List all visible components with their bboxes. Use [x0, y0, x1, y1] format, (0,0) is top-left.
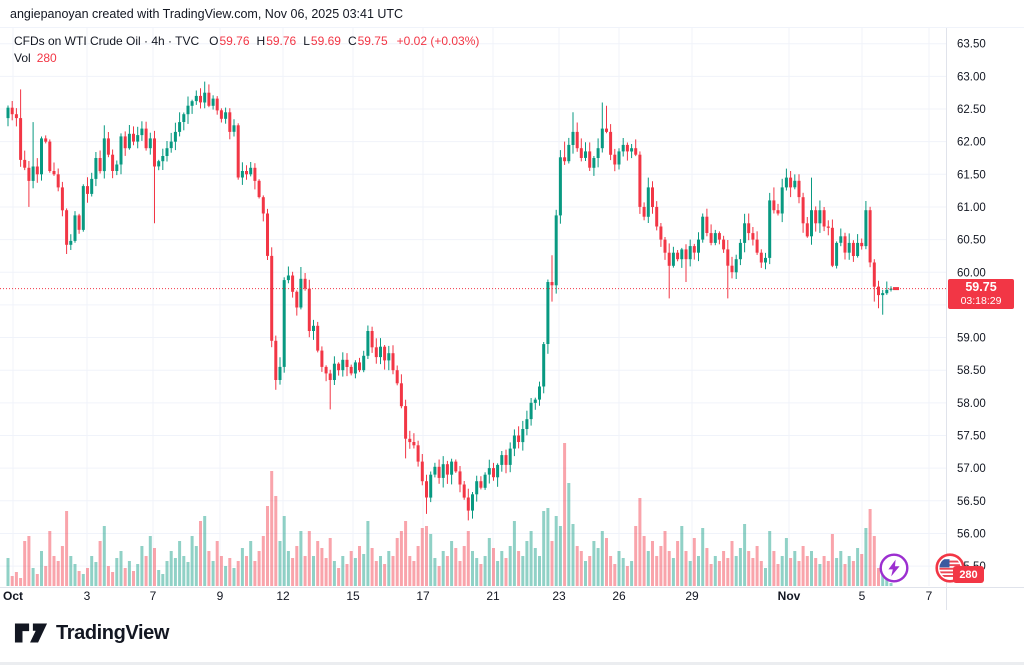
price-change: +0.02 (+0.03%)	[396, 34, 480, 48]
price-axis-label: 62.50	[957, 104, 986, 116]
tradingview-logo-text: TradingView	[56, 621, 170, 644]
tradingview-logo-mark	[14, 623, 48, 643]
time-axis-label: 29	[685, 589, 699, 603]
time-axis-label: 21	[486, 589, 500, 603]
attribution-text: angiepanoyan created with TradingView.co…	[10, 7, 404, 21]
price-axis-label: 63.00	[957, 71, 986, 83]
price-axis-label: 63.50	[957, 39, 986, 51]
time-axis-label: Oct	[3, 589, 23, 603]
price-axis-label: 59.00	[957, 333, 986, 345]
bottom-divider	[0, 662, 1024, 665]
ohlc-close: C59.75	[347, 34, 388, 48]
last-price-value: 59.75	[965, 280, 997, 294]
price-axis-label: 56.50	[957, 496, 986, 508]
price-axis-label: 56.00	[957, 529, 986, 541]
ohlc-open: O59.76	[209, 34, 250, 48]
price-axis-label: 61.00	[957, 202, 986, 214]
last-price-badge: 59.75 03:18:29	[948, 279, 1014, 309]
time-axis-label: 7	[150, 589, 157, 603]
price-axis-label: 57.00	[957, 463, 986, 475]
volume-legend: Vol 280	[14, 51, 57, 65]
time-axis-label: 23	[552, 589, 566, 603]
time-axis-label: 5	[859, 589, 866, 603]
time-axis-label: 9	[217, 589, 224, 603]
time-axis-label: 17	[416, 589, 430, 603]
price-axis-label: 60.00	[957, 267, 986, 279]
price-axis-label: 58.00	[957, 398, 986, 410]
bar-countdown: 03:18:29	[960, 295, 1002, 307]
legend: CFDs on WTI Crude Oil · 4h · TVC O59.76 …	[14, 33, 479, 66]
time-axis-label: 15	[346, 589, 360, 603]
time-axis-label: 3	[84, 589, 91, 603]
time-axis-label: 26	[612, 589, 626, 603]
time-axis-label: 7	[926, 589, 933, 603]
price-axis-label: 58.50	[957, 365, 986, 377]
symbol-title[interactable]: CFDs on WTI Crude Oil · 4h · TVC	[14, 34, 200, 48]
time-axis-label: Nov	[778, 589, 801, 603]
events-count-badge[interactable]: 280	[953, 566, 984, 583]
price-axis-label: 57.50	[957, 431, 986, 443]
tradingview-logo[interactable]: TradingView	[14, 619, 169, 647]
time-axis-label: 12	[276, 589, 290, 603]
price-axis-label: 61.50	[957, 169, 986, 181]
lightning-icon[interactable]	[879, 553, 909, 583]
ohlc-low: L59.69	[303, 34, 341, 48]
price-axis-label: 62.00	[957, 137, 986, 149]
price-axis-label: 60.50	[957, 235, 986, 247]
ohlc-high: H59.76	[256, 34, 297, 48]
